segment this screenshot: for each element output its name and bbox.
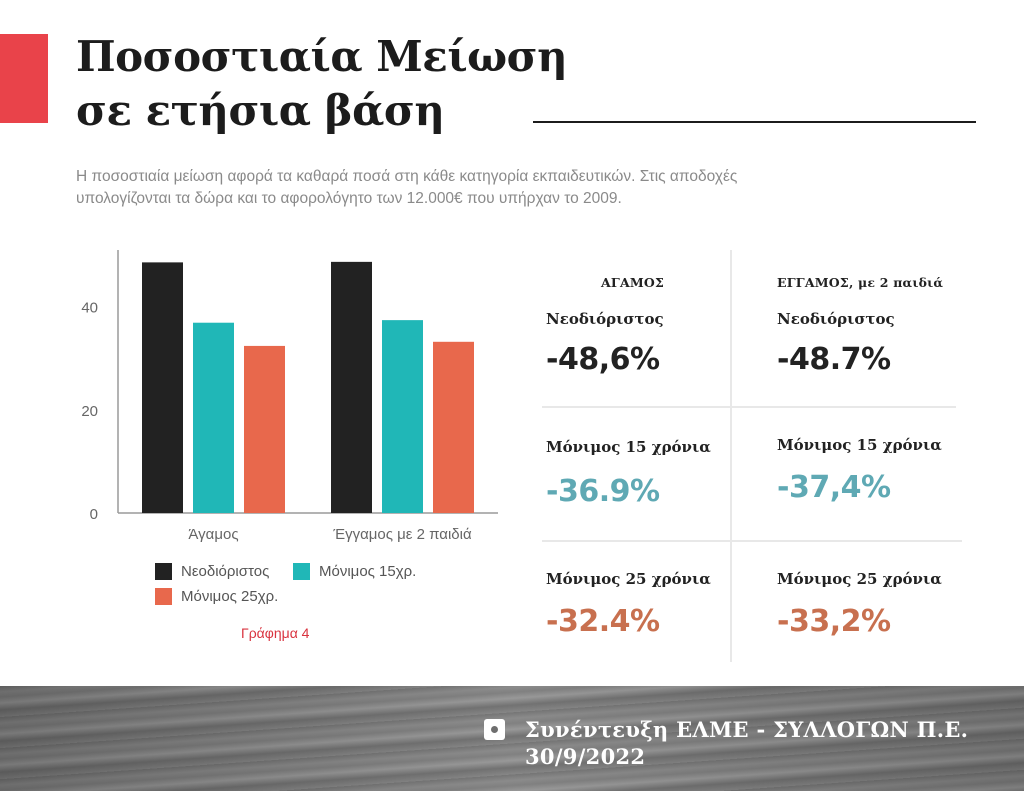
table-row-divider	[542, 540, 962, 542]
cell-value: -48.7%	[777, 342, 891, 377]
accent-block	[0, 34, 48, 123]
table-vertical-divider	[730, 250, 732, 662]
bar	[244, 345, 285, 513]
legend-label: Μόνιμος 15χρ.	[319, 563, 417, 580]
cell-value: -36.9%	[546, 474, 660, 509]
cell-label: Νεοδιόριστος	[777, 310, 895, 328]
cell-label: Μόνιμος 15 χρόνια	[777, 436, 942, 454]
bar	[382, 320, 423, 513]
chart-caption: Γράφημα 4	[241, 625, 310, 641]
chart-legend: Νεοδιόριστος Μόνιμος 15χρ. Μόνιμος 25χρ.	[155, 563, 485, 613]
footer-line-2: 30/9/2022	[525, 744, 646, 769]
cell-label: Μόνιμος 15 χρόνια	[546, 438, 711, 456]
x-tick-label: Άγαμος	[188, 526, 238, 543]
bar	[433, 341, 474, 513]
cell-value: -37,4%	[777, 470, 891, 505]
column-header-agamos: ΑΓΑΜΟΣ	[601, 275, 665, 290]
table-row-divider	[542, 406, 956, 408]
y-tick-label: 20	[81, 403, 98, 420]
y-tick-label: 40	[81, 300, 98, 317]
cell-label: Μόνιμος 25 χρόνια	[777, 570, 942, 588]
cell-value: -32.4%	[546, 604, 660, 639]
instagram-icon	[484, 719, 505, 740]
footer-banner	[0, 686, 1024, 791]
legend-label: Νεοδιόριστος	[181, 563, 270, 580]
cell-value: -48,6%	[546, 342, 660, 377]
cell-label: Μόνιμος 25 χρόνια	[546, 570, 711, 588]
bar-chart: 0 20 40 Άγαμος Έγγαμος με 2 παιδιά	[81, 250, 498, 543]
title-line-1: Ποσοστιαία Μείωση	[76, 32, 568, 81]
bar	[331, 261, 372, 513]
legend-swatch	[155, 588, 172, 605]
intro-text: Η ποσοστιαία μείωση αφορά τα καθαρά ποσά…	[76, 166, 896, 210]
cell-label: Νεοδιόριστος	[546, 310, 664, 328]
footer-texture	[0, 686, 1024, 791]
legend-item-neodioristos: Νεοδιόριστος	[155, 563, 269, 580]
title-line-2: σε ετήσια βάση	[76, 86, 445, 135]
legend-item-monimos-25: Μόνιμος 25χρ.	[155, 588, 278, 605]
column-header-eggamos: ΕΓΓΑΜΟΣ, με 2 παιδιά	[777, 275, 944, 290]
legend-label: Μόνιμος 25χρ.	[181, 588, 279, 605]
title-divider	[533, 121, 976, 123]
page-title: Ποσοστιαία Μείωση σε ετήσια βάση	[76, 30, 568, 138]
footer-line-1: Συνέντευξη ΕΛΜΕ - ΣΥΛΛΟΓΩΝ Π.Ε.	[525, 717, 969, 742]
y-tick-label: 0	[90, 506, 98, 523]
x-tick-label: Έγγαμος με 2 παιδιά	[332, 526, 472, 543]
cell-value: -33,2%	[777, 604, 891, 639]
bar	[142, 262, 183, 513]
bar	[193, 322, 234, 513]
legend-swatch	[155, 563, 172, 580]
intro-line-2: υπολογίζονται τα δώρα και το αφορολόγητο…	[76, 190, 622, 207]
legend-item-monimos-15: Μόνιμος 15χρ.	[293, 563, 416, 580]
footer-credit: Συνέντευξη ΕΛΜΕ - ΣΥΛΛΟΓΩΝ Π.Ε. 30/9/202…	[525, 716, 968, 770]
intro-line-1: Η ποσοστιαία μείωση αφορά τα καθαρά ποσά…	[76, 168, 738, 185]
legend-swatch	[293, 563, 310, 580]
